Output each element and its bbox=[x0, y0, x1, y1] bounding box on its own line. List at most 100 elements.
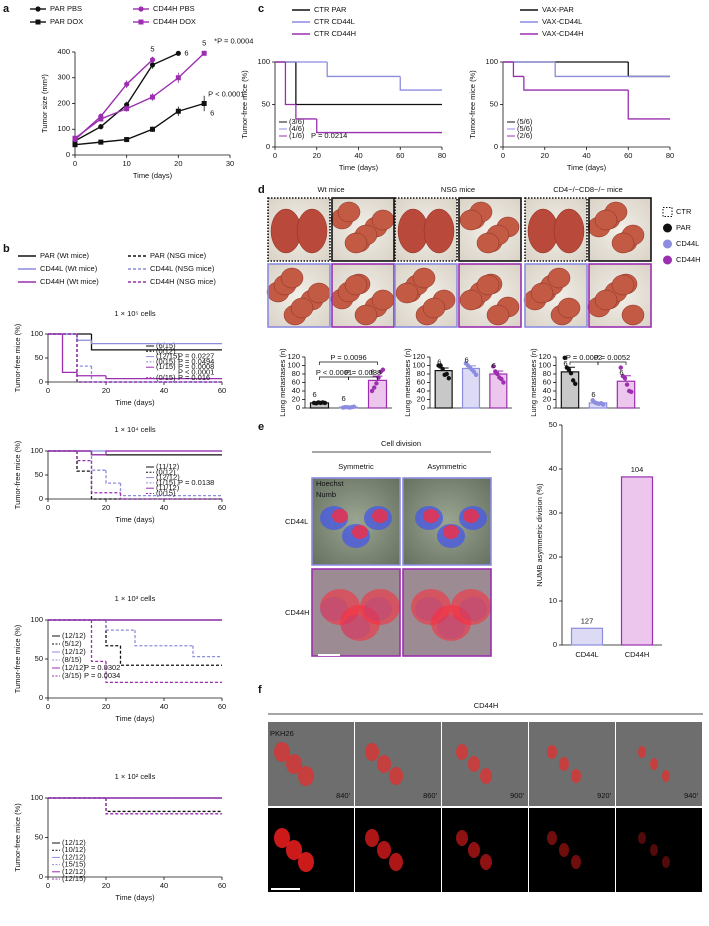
x-tick-label: 40 bbox=[160, 503, 168, 512]
marker bbox=[98, 124, 104, 130]
legend-marker bbox=[138, 6, 144, 12]
legend-label: VAX-CD44L bbox=[542, 17, 582, 26]
cell-signal bbox=[456, 830, 468, 846]
count-label: (0/15) bbox=[156, 357, 176, 366]
lung-tissue bbox=[354, 304, 378, 326]
y-axis-label: Lung metastases (n) bbox=[529, 348, 538, 417]
cell-signal bbox=[638, 746, 646, 758]
cell-signal bbox=[286, 754, 302, 774]
data-point bbox=[351, 404, 357, 409]
panel-label: d bbox=[258, 184, 265, 196]
n-label: 6 bbox=[492, 361, 496, 370]
survival-step bbox=[627, 90, 670, 120]
y-axis-label: Tumor-free mice (%) bbox=[13, 624, 22, 693]
lung-tissue bbox=[344, 232, 368, 254]
marker bbox=[175, 50, 181, 56]
bar bbox=[560, 371, 580, 409]
end-label: 5 bbox=[202, 38, 206, 47]
survival-step bbox=[119, 492, 222, 500]
end-label: 6 bbox=[184, 48, 188, 57]
y-tick-label: 50 bbox=[35, 353, 43, 362]
time-label: 940′ bbox=[684, 791, 699, 800]
count-label: (0/12) bbox=[156, 467, 176, 476]
y-tick-label: 120 bbox=[287, 352, 300, 361]
numb-signal bbox=[332, 509, 348, 523]
numb-signal bbox=[423, 509, 439, 523]
y-axis-label: Tumor-free mice (%) bbox=[468, 70, 477, 139]
y-tick-label: 100 bbox=[57, 124, 70, 133]
n-label: 6 bbox=[342, 394, 346, 403]
x-tick-label: 0 bbox=[73, 159, 77, 168]
lung-tissue bbox=[459, 289, 483, 311]
y-tick-label: 0 bbox=[39, 872, 43, 881]
x-tick-label: 0 bbox=[501, 151, 505, 160]
count-label: (2/6) bbox=[517, 131, 533, 140]
y-tick-label: 120 bbox=[538, 352, 551, 361]
numb-signal bbox=[360, 589, 400, 625]
survival-step bbox=[105, 798, 222, 813]
p-value: P < 0.0001 bbox=[208, 89, 244, 98]
x-tick-label: 20 bbox=[102, 702, 110, 711]
y-tick-label: 300 bbox=[57, 73, 70, 82]
numb-signal bbox=[451, 589, 491, 625]
micrograph-frame bbox=[402, 568, 492, 657]
x-tick-label: 0 bbox=[46, 386, 50, 395]
count-label: (12/12) bbox=[62, 852, 86, 861]
x-tick-label: 0 bbox=[273, 151, 277, 160]
legend-label: CTR PAR bbox=[314, 5, 347, 14]
cell-signal bbox=[456, 744, 468, 760]
cell-signal bbox=[571, 855, 581, 869]
lung-tissue bbox=[476, 232, 500, 254]
lung-tissue bbox=[557, 297, 581, 319]
count-label: (10/12) bbox=[62, 845, 86, 854]
lung-tissue bbox=[459, 209, 483, 231]
bracket bbox=[569, 361, 599, 365]
count-label: (0/12) bbox=[156, 346, 176, 355]
time-label: 900′ bbox=[510, 791, 525, 800]
legend-label: PAR (NSG mice) bbox=[150, 251, 207, 260]
y-tick-label: 40 bbox=[292, 386, 300, 395]
count-label: (5/6) bbox=[517, 117, 533, 126]
survival-step bbox=[76, 334, 222, 383]
legend-label: CD44L (Wt mice) bbox=[40, 264, 98, 273]
count-label: (12/12) bbox=[156, 473, 180, 482]
photo-frame bbox=[267, 197, 331, 262]
survival-step bbox=[399, 76, 442, 91]
data-point bbox=[322, 400, 328, 406]
stain-label: PKH26 bbox=[270, 729, 294, 738]
survival-step bbox=[523, 76, 629, 91]
count-label: (12/12) bbox=[62, 631, 86, 640]
survival-step bbox=[90, 451, 106, 456]
y-axis-label: Lung metastases (n) bbox=[278, 348, 287, 417]
series-line bbox=[74, 102, 205, 146]
stain-label: Numb bbox=[316, 490, 336, 499]
lung-tissue bbox=[307, 282, 331, 304]
cell-signal bbox=[650, 844, 658, 856]
y-tick-label: 20 bbox=[543, 394, 551, 403]
photo-frame bbox=[331, 197, 395, 262]
data-point bbox=[369, 388, 375, 394]
frame-image bbox=[442, 722, 528, 806]
column-label: Asymmetric bbox=[427, 462, 466, 471]
cell-signal bbox=[274, 742, 290, 762]
x-tick-label: 0 bbox=[46, 503, 50, 512]
count-label: (8/15) bbox=[62, 655, 82, 664]
data-point bbox=[601, 402, 606, 407]
photo-frame bbox=[588, 197, 652, 262]
lung-tissue bbox=[337, 201, 361, 223]
data-point bbox=[499, 376, 504, 382]
survival-step bbox=[119, 645, 222, 666]
chart-title: 1 × 10² cells bbox=[115, 772, 156, 781]
panel-label: f bbox=[258, 684, 262, 696]
marker bbox=[124, 81, 130, 87]
cell-signal bbox=[638, 832, 646, 844]
legend-marker bbox=[35, 6, 41, 12]
lung-tissue bbox=[547, 267, 571, 289]
frame-image bbox=[529, 808, 615, 892]
x-tick-label: 10 bbox=[122, 159, 130, 168]
cell-signal bbox=[377, 841, 391, 859]
p-value: P = 0.0052 bbox=[594, 353, 630, 362]
y-tick-label: 80 bbox=[417, 369, 425, 378]
n-label: 6 bbox=[465, 355, 469, 364]
